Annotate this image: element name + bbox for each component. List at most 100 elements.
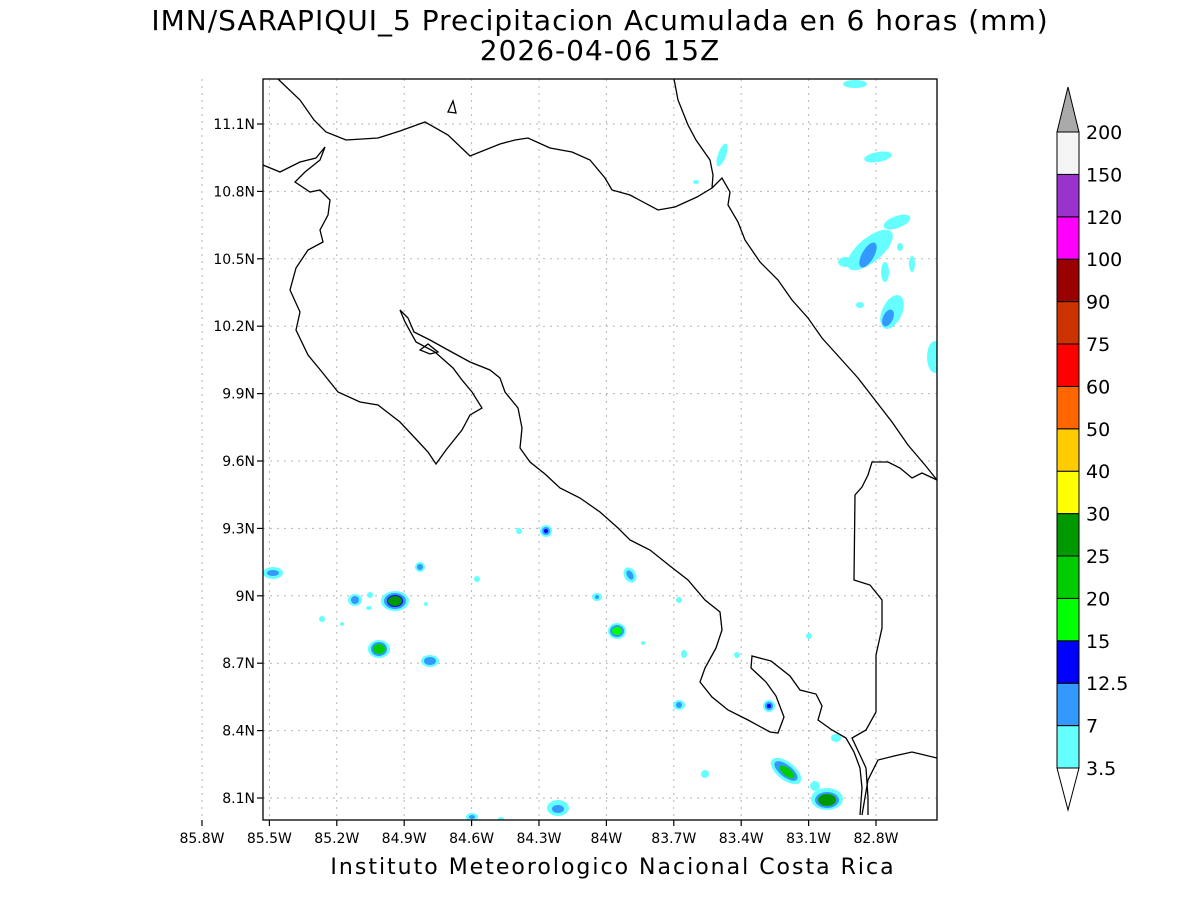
- colorbar-box: [1056, 301, 1080, 345]
- colorbar-lower-arrow: [1056, 767, 1080, 812]
- lat-label: 10.2N: [213, 319, 255, 335]
- colorbar-box: [1056, 597, 1080, 642]
- lat-label: 9.9N: [222, 387, 255, 403]
- colorbar-upper-arrow: [1056, 86, 1080, 133]
- lon-label: 85.8W: [179, 831, 224, 847]
- precip-cell: [673, 700, 685, 710]
- precip-cell: [806, 633, 812, 639]
- precip-cell: [368, 640, 390, 658]
- precip-cell: [547, 800, 569, 816]
- colorbar-box: [1056, 682, 1080, 727]
- lon-label: 82.8W: [853, 831, 898, 847]
- colorbar: 3.5 7 12.5 15 20 25 30 40 50 60 75 90 100 120 150 200: [1056, 86, 1128, 812]
- precip-cell: [927, 341, 937, 373]
- precip-cell: [734, 652, 740, 658]
- colorbar-box: [1056, 216, 1080, 260]
- lat-label: 9.6N: [222, 454, 255, 470]
- colorbar-label: 7: [1086, 716, 1098, 738]
- lat-label: 10.8N: [213, 184, 255, 200]
- precipitation-field: [263, 80, 937, 820]
- precip-cell: [421, 655, 439, 667]
- precip-cell: [838, 214, 911, 271]
- colorbar-box: [1056, 385, 1080, 430]
- map-title: IMN/SARAPIQUI_5 Precipitacion Acumulada …: [151, 4, 1049, 37]
- coastlines: [263, 79, 937, 816]
- lat-label: 8.4N: [222, 724, 255, 740]
- colorbar-label: 90: [1086, 292, 1110, 314]
- lon-label: 85.5W: [247, 831, 292, 847]
- precip-cell: [909, 256, 915, 272]
- precip-cell: [367, 592, 373, 598]
- precip-cell: [424, 602, 428, 606]
- colorbar-box: [1056, 343, 1080, 387]
- colorbar-label: 150: [1086, 164, 1122, 186]
- precip-cell: [623, 567, 637, 583]
- precip-cell: [716, 143, 728, 167]
- precip-cell: [881, 262, 889, 282]
- precip-cell: [693, 180, 699, 184]
- precip-cell: [498, 817, 504, 820]
- lat-label: 8.7N: [222, 656, 255, 672]
- colorbar-label: 12.5: [1086, 673, 1128, 695]
- footer-credit: Instituto Meteorologico Nacional Costa R…: [330, 855, 896, 880]
- lon-label: 83.4W: [719, 831, 764, 847]
- lon-label: 84.3W: [516, 831, 561, 847]
- precip-cell: [811, 788, 843, 810]
- costa-rica-caribbean-coast: [711, 176, 937, 481]
- graticule: [201, 79, 937, 820]
- precip-cell: [763, 700, 775, 712]
- plot-frame: [262, 78, 938, 821]
- lon-label: 83.7W: [651, 831, 696, 847]
- colorbar-label: 20: [1086, 588, 1110, 610]
- precip-cell: [681, 650, 687, 658]
- colorbar-label: 200: [1086, 122, 1122, 144]
- colorbar-box: [1056, 470, 1080, 515]
- precip-cell: [608, 623, 626, 639]
- colorbar-box: [1056, 513, 1080, 557]
- precip-cell: [466, 813, 478, 820]
- colorbar-label: 30: [1086, 504, 1110, 526]
- lat-label: 9N: [236, 589, 255, 605]
- precip-cell: [474, 576, 480, 582]
- map-valid-time: 2026-04-06 15Z: [479, 34, 721, 67]
- lon-label: 84W: [591, 831, 623, 847]
- lon-label: 85.2W: [314, 831, 359, 847]
- precip-cell: [366, 606, 372, 610]
- precip-cell: [381, 591, 409, 611]
- colorbar-label: 120: [1086, 207, 1122, 229]
- tempisque-gulf-island: [418, 343, 440, 355]
- colorbar-label: 25: [1086, 546, 1110, 568]
- colorbar-label: 50: [1086, 419, 1110, 441]
- precip-cell: [516, 528, 522, 534]
- precip-cell: [540, 525, 552, 537]
- lat-label: 9.3N: [222, 521, 255, 537]
- precip-cell: [880, 295, 904, 329]
- lon-label: 84.9W: [382, 831, 427, 847]
- colorbar-label: 3.5: [1086, 758, 1116, 780]
- precip-cell: [897, 243, 903, 251]
- colorbar-label: 100: [1086, 249, 1122, 271]
- precip-cell: [641, 641, 645, 645]
- panama-pacific-coast: [861, 751, 937, 816]
- lon-label: 83.1W: [786, 831, 831, 847]
- precip-cell: [856, 302, 864, 308]
- lat-label: 8.1N: [222, 791, 255, 807]
- colorbar-box: [1056, 640, 1080, 684]
- colorbar-box: [1056, 428, 1080, 472]
- axis-ticks: 11.1N 10.8N 10.5N 10.2N 9.9N 9.6N 9.3N 9N 8.7N 8.…: [179, 117, 898, 847]
- precip-cell: [595, 595, 599, 599]
- colorbar-label: 40: [1086, 461, 1110, 483]
- precip-cell: [340, 622, 344, 626]
- precip-cell: [770, 757, 802, 785]
- precip-cell: [348, 594, 362, 606]
- precip-cell: [263, 567, 283, 579]
- panama-border: [851, 461, 937, 815]
- colorbar-label: 75: [1086, 334, 1110, 356]
- nicaragua-lake-shore: [277, 79, 714, 211]
- precip-cell: [701, 770, 709, 778]
- colorbar-box: [1056, 555, 1080, 599]
- costa-rica-pacific-coast: [263, 146, 863, 816]
- colorbar-box: [1056, 131, 1080, 175]
- precip-cell: [415, 562, 425, 572]
